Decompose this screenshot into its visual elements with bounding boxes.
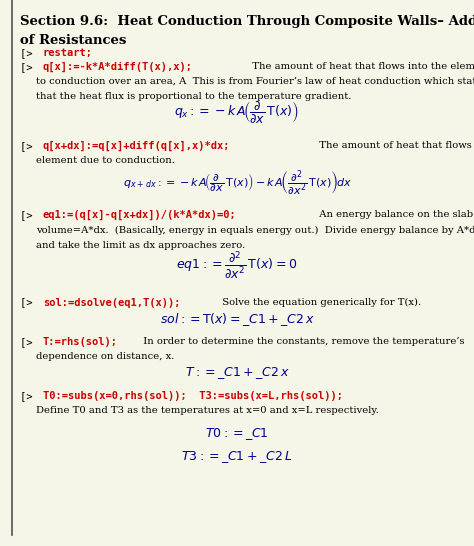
Text: [>: [> (20, 391, 39, 401)
Text: q[x+dx]:=q[x]+diff(q[x],x)*dx;: q[x+dx]:=q[x]+diff(q[x],x)*dx; (43, 141, 230, 151)
Text: [>: [> (20, 210, 39, 220)
Text: Solve the equation generically for T(x).: Solve the equation generically for T(x). (216, 298, 421, 307)
Text: T:=rhs(sol);: T:=rhs(sol); (43, 337, 118, 347)
Text: An energy balance on the slab of: An energy balance on the slab of (313, 210, 474, 219)
Text: $T := \_C1 + \_C2\,x$: $T := \_C1 + \_C2\,x$ (184, 365, 290, 382)
Text: and take the limit as dx approaches zero.: and take the limit as dx approaches zero… (36, 241, 245, 250)
Text: In order to determine the constants, remove the temperature’s: In order to determine the constants, rem… (137, 337, 465, 346)
Text: The amount of heat that flows into the element due: The amount of heat that flows into the e… (246, 62, 474, 70)
Text: to conduction over an area, A  This is from Fourier’s law of heat conduction whi: to conduction over an area, A This is fr… (36, 77, 474, 86)
Text: $sol := \mathrm{T}(x) = \_C1 + \_C2\,x$: $sol := \mathrm{T}(x) = \_C1 + \_C2\,x$ (160, 311, 314, 328)
Text: [>: [> (20, 337, 39, 347)
Text: Section 9.6:  Heat Conduction Through Composite Walls– Addition: Section 9.6: Heat Conduction Through Com… (20, 15, 474, 28)
Text: T0:=subs(x=0,rhs(sol));  T3:=subs(x=L,rhs(sol));: T0:=subs(x=0,rhs(sol)); T3:=subs(x=L,rhs… (43, 391, 343, 401)
Text: [>: [> (20, 141, 39, 151)
Text: q[x]:=-k*A*diff(T(x),x);: q[x]:=-k*A*diff(T(x),x); (43, 62, 192, 72)
Text: restart;: restart; (43, 48, 92, 58)
Text: element due to conduction.: element due to conduction. (36, 156, 174, 165)
Text: [>: [> (20, 298, 39, 307)
Text: $q_{x+\,dx} := -k\,A\!\left(\dfrac{\partial}{\partial x}\,\mathrm{T}(x)\right) -: $q_{x+\,dx} := -k\,A\!\left(\dfrac{\part… (123, 168, 351, 198)
Text: $eq1 := \dfrac{\partial^2}{\partial x^2}\,\mathrm{T}(x) = 0$: $eq1 := \dfrac{\partial^2}{\partial x^2}… (176, 249, 298, 281)
Text: Define T0 and T3 as the temperatures at x=0 and x=L respectively.: Define T0 and T3 as the temperatures at … (36, 406, 378, 415)
Text: [>: [> (20, 62, 39, 72)
Text: $q_x := -k\,A\!\left(\dfrac{\partial}{\partial x}\,\mathrm{T}(x)\right)$: $q_x := -k\,A\!\left(\dfrac{\partial}{\p… (174, 99, 300, 126)
Text: eq1:=(q[x]-q[x+dx])/(k*A*dx)=0;: eq1:=(q[x]-q[x+dx])/(k*A*dx)=0; (43, 210, 237, 221)
Text: The amount of heat that flows out of the: The amount of heat that flows out of the (313, 141, 474, 150)
Text: of Resistances: of Resistances (20, 34, 126, 47)
Text: that the heat flux is proportional to the temperature gradient.: that the heat flux is proportional to th… (36, 92, 351, 101)
Text: $T3 := \_C1 + \_C2\,L$: $T3 := \_C1 + \_C2\,L$ (181, 449, 293, 465)
Text: dependence on distance, x.: dependence on distance, x. (36, 352, 174, 361)
Text: [>: [> (20, 48, 39, 58)
Text: $T0 := \_C1$: $T0 := \_C1$ (205, 426, 269, 442)
Text: volume=A*dx.  (Basically, energy in equals energy out.)  Divide energy balance b: volume=A*dx. (Basically, energy in equal… (36, 225, 474, 235)
Text: sol:=dsolve(eq1,T(x));: sol:=dsolve(eq1,T(x)); (43, 298, 180, 307)
